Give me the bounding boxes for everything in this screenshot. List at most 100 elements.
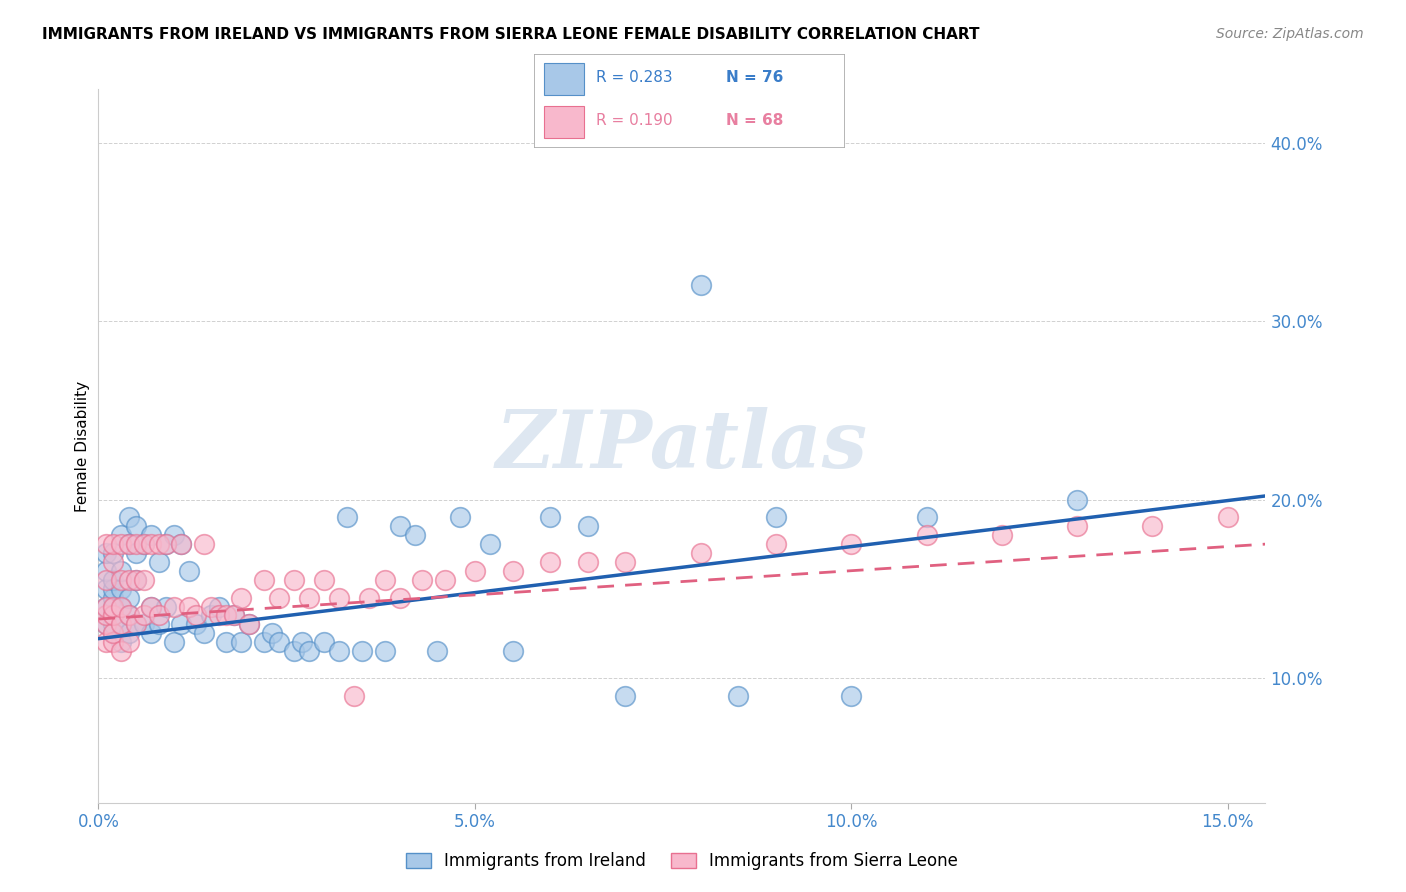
- Point: [163, 599, 186, 614]
- Point: [155, 537, 177, 551]
- Point: [139, 528, 162, 542]
- Point: [269, 591, 291, 605]
- Point: [314, 573, 336, 587]
- Point: [314, 635, 336, 649]
- Point: [215, 608, 238, 623]
- Point: [117, 635, 139, 649]
- Point: [464, 564, 486, 578]
- Point: [373, 573, 395, 587]
- Point: [328, 644, 350, 658]
- Point: [426, 644, 449, 658]
- Point: [103, 537, 125, 551]
- Point: [359, 591, 381, 605]
- Point: [117, 626, 139, 640]
- Point: [222, 608, 245, 623]
- Point: [103, 608, 125, 623]
- Point: [839, 537, 862, 551]
- Point: [238, 617, 260, 632]
- Point: [449, 510, 471, 524]
- Point: [727, 689, 749, 703]
- Point: [222, 608, 245, 623]
- Point: [765, 510, 787, 524]
- Point: [765, 537, 787, 551]
- Point: [110, 528, 132, 542]
- Point: [125, 573, 148, 587]
- Point: [103, 555, 125, 569]
- Point: [177, 564, 200, 578]
- Point: [110, 617, 132, 632]
- Point: [117, 591, 139, 605]
- Point: [110, 644, 132, 658]
- Point: [328, 591, 350, 605]
- Point: [139, 599, 162, 614]
- Point: [139, 599, 162, 614]
- Point: [388, 591, 411, 605]
- Point: [94, 617, 117, 632]
- Point: [110, 635, 132, 649]
- Point: [103, 599, 125, 614]
- Point: [148, 537, 170, 551]
- Point: [193, 537, 215, 551]
- Point: [125, 546, 148, 560]
- Point: [200, 608, 222, 623]
- Point: [155, 537, 177, 551]
- Point: [538, 510, 561, 524]
- FancyBboxPatch shape: [544, 63, 583, 95]
- Point: [215, 635, 238, 649]
- Point: [208, 599, 231, 614]
- Point: [269, 635, 291, 649]
- Point: [148, 617, 170, 632]
- Point: [502, 644, 524, 658]
- Point: [139, 626, 162, 640]
- Point: [117, 510, 139, 524]
- Point: [689, 546, 711, 560]
- Point: [103, 599, 125, 614]
- Point: [336, 510, 359, 524]
- Point: [148, 608, 170, 623]
- Text: R = 0.283: R = 0.283: [596, 70, 672, 86]
- Point: [186, 617, 208, 632]
- Point: [433, 573, 456, 587]
- Point: [238, 617, 260, 632]
- Point: [110, 599, 132, 614]
- Point: [94, 546, 117, 560]
- Point: [373, 644, 395, 658]
- Point: [148, 555, 170, 569]
- Point: [1216, 510, 1239, 524]
- Point: [117, 537, 139, 551]
- Point: [155, 599, 177, 614]
- Point: [94, 573, 117, 587]
- Point: [103, 626, 125, 640]
- Point: [125, 617, 148, 632]
- Point: [103, 626, 125, 640]
- Point: [103, 617, 125, 632]
- Point: [117, 573, 139, 587]
- Point: [298, 591, 321, 605]
- Text: N = 76: N = 76: [725, 70, 783, 86]
- Point: [103, 608, 125, 623]
- Point: [283, 644, 305, 658]
- FancyBboxPatch shape: [544, 106, 583, 138]
- Point: [94, 582, 117, 596]
- Point: [94, 599, 117, 614]
- Point: [110, 573, 132, 587]
- Point: [117, 537, 139, 551]
- Point: [94, 635, 117, 649]
- Point: [94, 617, 117, 632]
- Point: [125, 617, 148, 632]
- Point: [1066, 519, 1088, 533]
- Point: [117, 608, 139, 623]
- Point: [132, 573, 155, 587]
- Point: [170, 537, 193, 551]
- Point: [1066, 492, 1088, 507]
- Point: [186, 608, 208, 623]
- Point: [132, 608, 155, 623]
- Point: [110, 599, 132, 614]
- Point: [502, 564, 524, 578]
- Point: [103, 635, 125, 649]
- Text: IMMIGRANTS FROM IRELAND VS IMMIGRANTS FROM SIERRA LEONE FEMALE DISABILITY CORREL: IMMIGRANTS FROM IRELAND VS IMMIGRANTS FR…: [42, 27, 980, 42]
- Y-axis label: Female Disability: Female Disability: [75, 380, 90, 512]
- Point: [117, 608, 139, 623]
- Point: [125, 537, 148, 551]
- Point: [614, 555, 637, 569]
